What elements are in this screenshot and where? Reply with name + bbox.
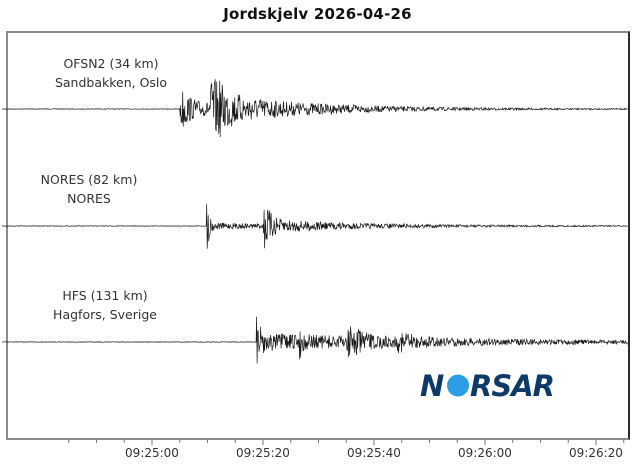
x-tick-label: 09:25:40 [347,446,401,460]
x-tick-label: 09:25:20 [236,446,290,460]
x-tick-label: 09:26:20 [569,446,623,460]
svg-text:RSAR: RSAR [470,370,554,400]
station-location: NORES [67,191,111,206]
waveform-trace-1 [2,204,628,249]
waveform-traces [1,79,628,364]
x-tick-label: 09:26:00 [458,446,512,460]
waveform-trace-2 [2,316,628,364]
station-label-ofsn2: OFSN2 (34 km) Sandbakken, Oslo [11,54,211,92]
svg-text:N: N [420,370,444,400]
plot-frame [6,31,630,440]
x-axis-ticks [68,440,625,445]
norsar-logo: N RSAR [420,370,555,400]
station-name: OFSN2 (34 km) [63,56,159,71]
x-tick-label: 09:25:00 [125,446,179,460]
logo-o-circle [447,374,469,397]
station-location: Hagfors, Sverige [53,307,157,322]
waveform-trace-0 [1,79,628,138]
chart-title: Jordskjelv 2026-04-26 [223,5,412,23]
station-location: Sandbakken, Oslo [54,75,168,90]
station-name: NORES (82 km) [40,172,138,187]
station-label-nores: NORES (82 km) NORES [0,170,189,208]
station-label-hfs: HFS (131 km) Hagfors, Sverige [5,286,205,324]
station-name: HFS (131 km) [62,288,148,303]
